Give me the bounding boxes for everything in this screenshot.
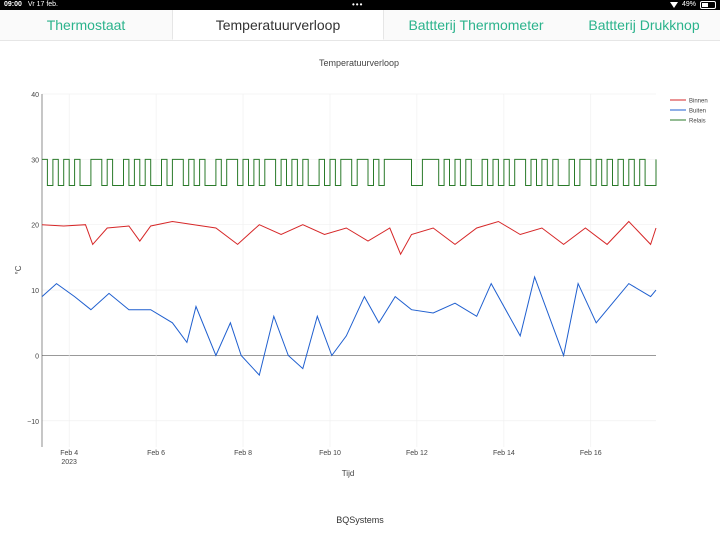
chart-grid	[42, 93, 656, 447]
status-date: Vr 17 feb.	[27, 1, 58, 8]
y-axis-label: °C	[14, 265, 23, 274]
tab-batterij-drukknop[interactable]: Battterij Drukknop	[568, 10, 720, 40]
x-tick-label: Feb 12	[406, 450, 428, 457]
y-tick-label: 20	[31, 223, 39, 230]
x-tick-label: Feb 8	[234, 450, 252, 457]
y-tick-label: 40	[31, 92, 39, 99]
y-tick-label: −10	[27, 419, 39, 426]
wifi-icon	[669, 2, 678, 8]
y-tick-label: 30	[31, 157, 39, 164]
tab-batterij-thermometer[interactable]: Battterij Thermometer	[384, 10, 568, 40]
legend-label: Buiten	[689, 109, 706, 115]
multitasking-dots-icon[interactable]: •••	[352, 0, 364, 9]
footer-brand: BQSystems	[336, 515, 384, 525]
x-tick-label: Feb 14	[493, 450, 515, 457]
x-tick-label: Feb 4	[60, 450, 78, 457]
series-line-buiten	[41, 275, 657, 377]
legend-label: Binnen	[689, 99, 708, 105]
x-tick-label: Feb 10	[319, 450, 341, 457]
tab-bar: Thermostaat Temperatuurverloop Battterij…	[0, 10, 720, 41]
tab-thermostaat[interactable]: Thermostaat	[0, 10, 172, 40]
battery-icon	[700, 1, 716, 9]
y-tick-label: 10	[31, 288, 39, 295]
x-tick-label: Feb 16	[580, 450, 602, 457]
battery-percentage: 49%	[681, 1, 696, 8]
series-line-binnen	[41, 220, 657, 256]
status-bar: 09:00 Vr 17 feb. ••• 49%	[0, 0, 720, 10]
y-tick-label: 0	[35, 353, 39, 360]
chart-legend: Binnen Buiten Relais	[670, 99, 708, 125]
y-axis: −10 0 10 20 30 40	[27, 92, 43, 447]
chart-title: Temperatuurverloop	[319, 58, 399, 68]
status-time: 09:00	[4, 1, 22, 8]
temperature-chart[interactable]: Temperatuurverloop −10 0 10 20 30 40 Feb 4 202…	[0, 40, 720, 490]
x-tick-label: Feb 6	[147, 450, 165, 457]
x-tick-sublabel: 2023	[61, 459, 77, 466]
series-line-relais	[42, 158, 657, 186]
chart-series	[41, 158, 657, 377]
tab-temperatuurverloop[interactable]: Temperatuurverloop	[172, 10, 384, 40]
legend-label: Relais	[689, 119, 706, 125]
x-axis: Feb 4 2023 Feb 6 Feb 8 Feb 10 Feb 12 Feb 14 Feb…	[60, 450, 602, 466]
x-axis-label: Tijd	[342, 469, 355, 478]
